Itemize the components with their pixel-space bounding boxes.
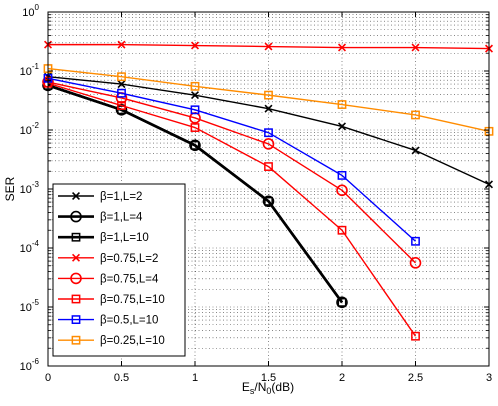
data-point: [411, 43, 420, 52]
y-tick-label: 10-5: [20, 298, 40, 314]
x-tick-label: 0: [45, 372, 51, 384]
legend-box: [52, 183, 186, 357]
x-tick-label: 1.5: [261, 372, 276, 384]
legend-label: β=0.25,L=10: [100, 335, 165, 347]
data-point: [264, 90, 273, 100]
legend-entry: β=0.75,L=10: [58, 294, 165, 306]
legend-entry: β=1,L=10: [58, 232, 149, 244]
data-point: [262, 195, 275, 208]
series-line: [47, 84, 344, 304]
data-point: [189, 139, 201, 152]
y-tick-label: 10-6: [20, 357, 40, 373]
y-tick-label: 100: [22, 3, 39, 19]
data-point: [190, 105, 200, 115]
series-line: [47, 77, 416, 242]
legend: β=1,L=2 β=1,L=4 β=1,L=10 β=0.75,L=2 β=0.75,L…: [52, 183, 186, 357]
legend-label: β=0.75,L=2: [100, 253, 158, 265]
data-point: [411, 331, 420, 341]
y-tick-label: 10-2: [20, 121, 40, 137]
data-point: [117, 80, 126, 89]
x-tick-label: 2: [339, 372, 345, 384]
series: [43, 78, 420, 341]
legend-label: β=0.5,L=10: [100, 315, 158, 327]
y-tick-label: 10-3: [20, 180, 40, 196]
data-point: [71, 253, 81, 262]
data-point: [264, 104, 273, 113]
series: [42, 76, 422, 269]
data-point: [411, 236, 420, 246]
data-point: [190, 41, 200, 50]
data-point: [411, 110, 420, 120]
data-point: [262, 138, 275, 150]
data-point: [190, 91, 200, 100]
legend-label: β=1,L=10: [100, 232, 149, 244]
x-tick-label: 1: [192, 372, 198, 384]
data-point: [117, 88, 126, 98]
x-axis-label: Es/N0(dB): [242, 380, 294, 396]
legend-entry: β=0.25,L=10: [58, 335, 165, 347]
x-tick-label: 3: [486, 372, 492, 384]
data-point: [409, 257, 422, 269]
y-tick-label: 10-4: [20, 239, 40, 255]
series-line: [47, 82, 417, 337]
data-point: [337, 43, 347, 52]
legend-entry: β=1,L=4: [58, 210, 143, 224]
data-point: [337, 170, 347, 180]
x-tick-label: 2.5: [408, 372, 423, 384]
data-point: [117, 40, 126, 49]
legend-label: β=0.75,L=10: [100, 294, 165, 306]
data-point: [190, 140, 200, 150]
data-point: [264, 196, 273, 206]
data-point: [264, 128, 273, 138]
legend-entry: β=0.75,L=2: [58, 253, 158, 265]
legend-label: β=1,L=2: [100, 191, 142, 203]
data-point: [337, 225, 347, 235]
data-point: [190, 81, 200, 91]
axis-labels: SER Es/N0(dB): [3, 176, 294, 396]
data-point: [117, 72, 126, 82]
data-point: [71, 315, 81, 325]
data-point: [70, 272, 82, 285]
y-tick-label: 10-1: [20, 62, 40, 78]
legend-entry: β=1,L=2: [58, 191, 142, 203]
legend-label: β=1,L=4: [100, 212, 143, 224]
data-point: [71, 294, 81, 304]
data-point: [337, 122, 347, 131]
data-point: [337, 297, 347, 307]
legend-entries: β=1,L=2 β=1,L=4 β=1,L=10 β=0.75,L=2 β=0.75,L…: [58, 191, 165, 347]
data-point: [71, 191, 81, 201]
legend-entry: β=0.75,L=4: [58, 272, 159, 285]
data-point: [117, 101, 126, 110]
data-point: [264, 42, 273, 51]
data-point: [336, 296, 348, 309]
data-point: [190, 123, 200, 132]
legend-entry: β=0.5,L=10: [58, 315, 158, 327]
data-point: [264, 162, 273, 171]
series-line: [47, 81, 416, 264]
data-point: [336, 184, 348, 197]
data-point: [70, 210, 82, 223]
legend-label: β=0.75,L=4: [100, 273, 159, 285]
series: [43, 64, 494, 136]
data-point: [71, 335, 81, 345]
data-point: [71, 232, 81, 242]
series-line: [47, 67, 490, 132]
data-point: [411, 146, 420, 155]
axis-ticks: 0 0.5 1 1.5 2 2.5 3 100 10-1 10-2 10-3 10-4 10-5 10-6: [20, 3, 492, 384]
y-axis-label: SER: [3, 176, 17, 201]
x-tick-label: 0.5: [114, 372, 129, 384]
data-point: [337, 100, 347, 109]
series: [43, 40, 494, 53]
